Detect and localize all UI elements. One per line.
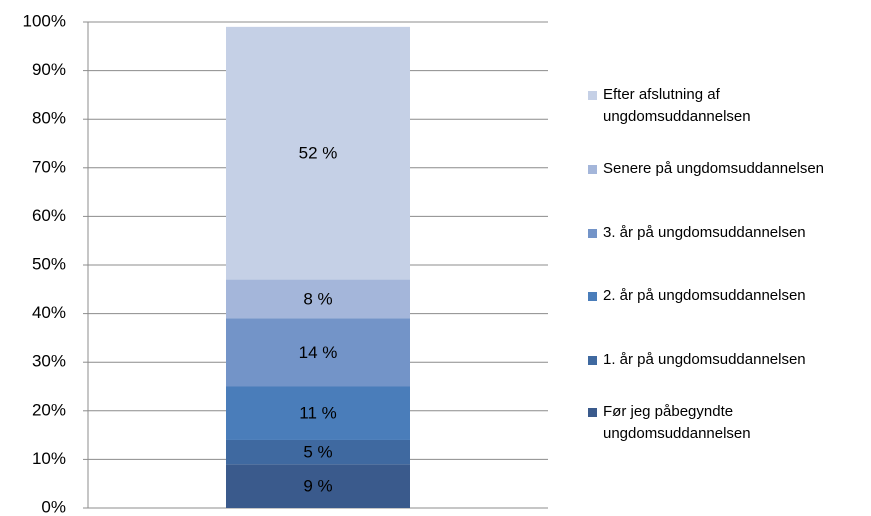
legend-item: Senere på ungdomsuddannelsen <box>588 158 853 180</box>
bar-segment <box>226 464 410 508</box>
legend-item: 3. år på ungdomsuddannelsen <box>588 222 853 244</box>
bar-segment <box>226 279 410 319</box>
legend-item: 2. år på ungdomsuddannelsen <box>588 285 853 307</box>
data-label: 11 % <box>299 404 337 423</box>
legend-item: Efter afslutning af ungdomsuddannelsen <box>588 84 853 128</box>
legend-swatch <box>588 165 597 175</box>
y-tick-label: 70% <box>32 157 66 176</box>
legend-swatch <box>588 228 597 238</box>
y-tick-label: 10% <box>32 449 66 468</box>
legend-swatch <box>588 355 597 365</box>
y-tick-label: 30% <box>32 352 66 371</box>
bar-segment <box>226 439 410 465</box>
legend-swatch <box>588 292 597 302</box>
data-label: 5 % <box>303 443 332 462</box>
bar-segment <box>226 26 410 280</box>
y-tick-label: 60% <box>32 206 66 225</box>
legend-label: Efter afslutning af ungdomsuddannelsen <box>603 86 751 125</box>
legend-swatch <box>588 91 597 100</box>
bar-segment <box>226 318 410 387</box>
y-tick-label: 20% <box>32 400 66 419</box>
legend-label: 2. år på ungdomsuddannelsen <box>603 287 806 305</box>
legend-label: 1. år på ungdomsuddannelsen <box>603 350 806 368</box>
legend-label: 3. år på ungdomsuddannelsen <box>603 223 806 241</box>
data-label: 14 % <box>299 343 338 362</box>
legend-label: Før jeg påbegyndte ungdomsuddannelsen <box>603 403 751 442</box>
legend-item: Før jeg påbegyndte ungdomsuddannelsen <box>588 401 853 445</box>
y-tick-label: 50% <box>32 254 66 273</box>
y-tick-label: 40% <box>32 303 66 322</box>
y-tick-label: 80% <box>32 109 66 128</box>
legend-label: Senere på ungdomsuddannelsen <box>603 160 825 178</box>
legend-swatch <box>588 408 597 417</box>
data-label: 52 % <box>299 144 338 163</box>
y-tick-label: 90% <box>32 60 66 79</box>
data-label: 9 % <box>303 477 332 496</box>
y-tick-label: 100% <box>23 11 66 30</box>
y-tick-label: 0% <box>41 497 66 516</box>
data-label: 8 % <box>303 290 332 309</box>
bar-segment <box>226 386 410 440</box>
legend-item: 1. år på ungdomsuddannelsen <box>588 349 853 371</box>
